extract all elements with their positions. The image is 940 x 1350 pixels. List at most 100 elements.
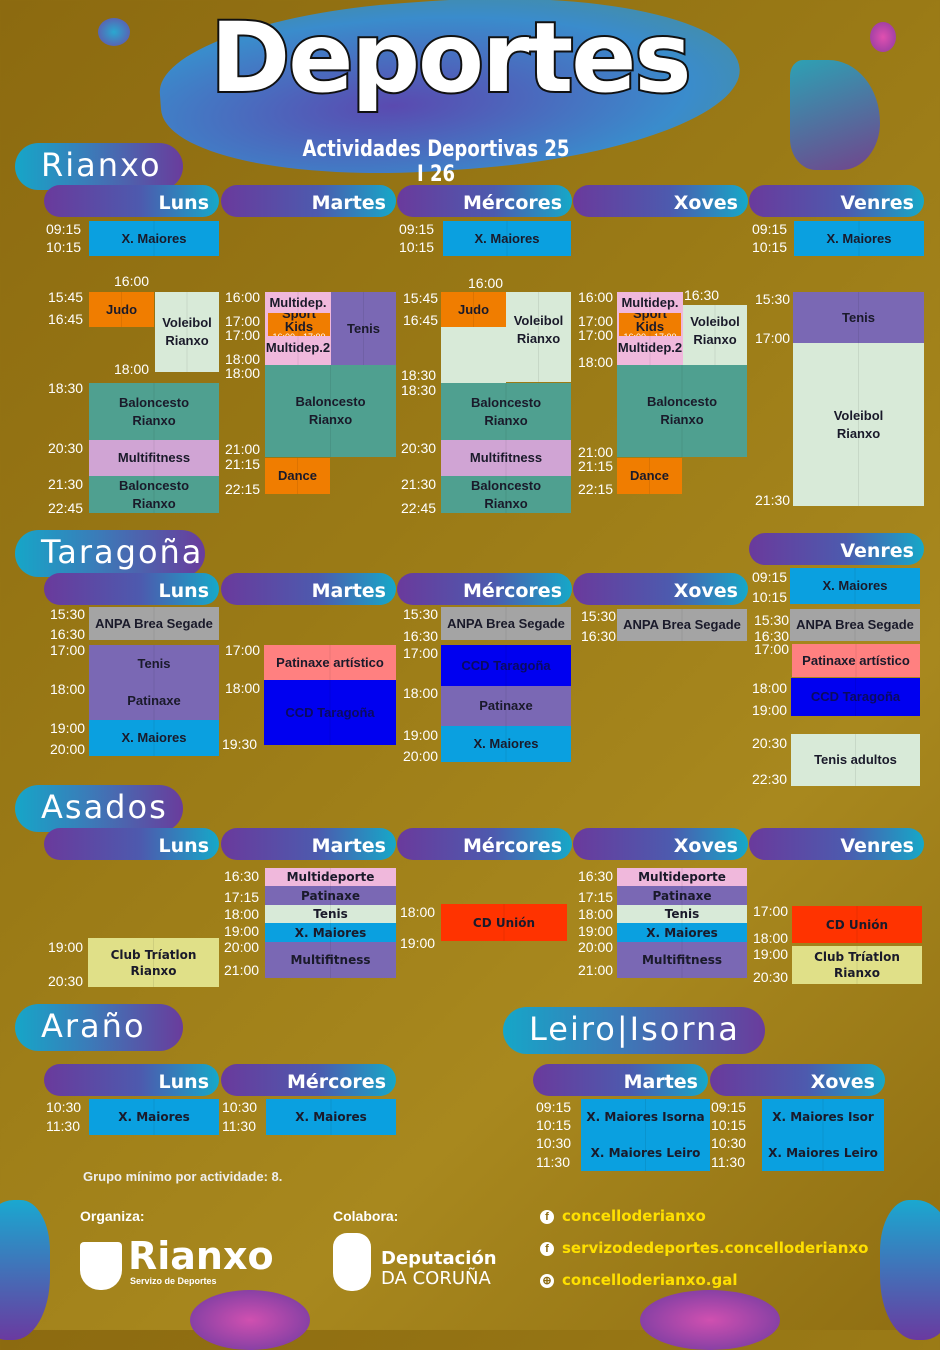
activity-block[interactable]: Baloncesto Rianxo [89, 476, 219, 513]
activity-block[interactable]: CCD Taragoña [791, 678, 920, 716]
decorative-blob [880, 1200, 940, 1340]
activity-block[interactable]: X. Maiores Isorna [581, 1099, 710, 1135]
link-website[interactable]: concelloderianxo.gal [562, 1271, 738, 1289]
activity-block[interactable]: Multifitness [441, 440, 571, 476]
time-label: 19:00 [400, 935, 436, 951]
activity-block[interactable]: Voleibol Rianxo [155, 292, 219, 372]
activity-block[interactable]: Patinaxe [89, 682, 219, 720]
activity-block[interactable]: X. Maiores Isor [762, 1099, 884, 1135]
activity-block[interactable]: Multideporte [617, 868, 747, 886]
activity-block[interactable]: X. Maiores [89, 221, 219, 256]
activity-block[interactable]: CCD Taragoña [264, 680, 396, 745]
time-label: 15:45 [403, 290, 439, 306]
link-facebook-deportes[interactable]: servizodedeportes.concelloderianxo [562, 1239, 869, 1257]
activity-block[interactable]: Club Tríatlon Rianxo [792, 946, 922, 984]
time-label: 18:00 [114, 361, 150, 377]
activity-block[interactable]: Baloncesto Rianxo [441, 383, 571, 440]
activity-block[interactable]: Patinaxe artístico [264, 645, 396, 680]
activity-block[interactable]: X. Maiores [790, 568, 920, 604]
time-label: 21:00 [225, 441, 261, 457]
activity-label: X. Maiores [295, 1110, 367, 1124]
link-facebook-concello[interactable]: concelloderianxo [562, 1207, 706, 1225]
activity-label: Sport Kids [633, 313, 667, 334]
activity-block[interactable]: CD Unión [792, 906, 922, 943]
activity-block[interactable]: Club Tríatlon Rianxo [88, 938, 219, 987]
activity-block[interactable]: Judo [441, 292, 506, 327]
activity-block[interactable]: Dance [617, 458, 682, 494]
day-header: Venres [749, 828, 924, 860]
activity-block[interactable]: X. Maiores [265, 923, 396, 942]
activity-block[interactable]: X. Maiores Leiro [581, 1135, 710, 1171]
activity-block[interactable]: Sport Kids16:00 - 17:00 [268, 313, 330, 336]
activity-block[interactable]: Baloncesto Rianxo [89, 383, 219, 440]
activity-label: Dance [629, 468, 670, 483]
activity-block[interactable]: Tenis adultos [791, 734, 920, 786]
activity-label: Tenis [664, 907, 700, 921]
activity-block[interactable]: ANPA Brea Segade [617, 609, 747, 641]
activity-label: Multideporte [638, 870, 726, 884]
activity-block[interactable]: Dance [265, 458, 330, 494]
time-label: 20:30 [48, 973, 84, 989]
activity-label: Voleibol Rianxo [833, 407, 884, 441]
activity-label: X. Maiores [118, 1110, 190, 1124]
activity-block[interactable]: Multidep. 1 [617, 292, 683, 312]
time-label: 10:15 [536, 1117, 572, 1133]
activity-block[interactable]: Tenis [89, 645, 219, 682]
time-label: 19:00 [50, 720, 86, 736]
activity-label: CCD Taragoña [285, 704, 375, 720]
activity-block[interactable]: Tenis [617, 905, 747, 923]
activity-block[interactable]: X. Maiores [89, 720, 219, 756]
activity-label: Baloncesto Rianxo [118, 394, 190, 428]
activity-block[interactable]: X. Maiores Leiro [762, 1135, 884, 1171]
time-label: 20:30 [752, 735, 788, 751]
collaborator-line1: Deputación [381, 1248, 497, 1269]
time-label: 19:00 [48, 939, 84, 955]
activity-block[interactable]: Tenis [265, 905, 396, 923]
activity-block[interactable]: Sport Kids16:00 - 17:00 [619, 313, 681, 336]
activity-block[interactable]: Patinaxe [265, 886, 396, 905]
time-label: 19:30 [222, 736, 258, 752]
activity-block[interactable]: Baloncesto Rianxo [617, 365, 747, 457]
day-header: Luns [44, 1064, 219, 1096]
activity-block[interactable]: X. Maiores [443, 221, 571, 256]
activity-block[interactable]: Multifitness [265, 942, 396, 978]
activity-block[interactable]: ANPA Brea Segade [441, 607, 571, 640]
min-group-note: Grupo mínimo por actividade: 8. [83, 1169, 283, 1184]
activity-block[interactable]: Multifitness [89, 440, 219, 476]
activity-block[interactable]: Voleibol Rianxo [793, 343, 924, 506]
activity-block[interactable]: Multidep. 1 [265, 292, 331, 312]
activity-block[interactable]: X. Maiores [441, 726, 571, 762]
activity-label: ANPA Brea Segade [623, 617, 741, 632]
activity-block[interactable]: Patinaxe [617, 886, 747, 905]
activity-block[interactable]: ANPA Brea Segade [89, 607, 219, 640]
activity-label: Patinaxe [127, 693, 181, 708]
activity-block[interactable]: Baloncesto Rianxo [265, 365, 396, 457]
activity-block[interactable]: Patinaxe artístico [792, 644, 920, 677]
activity-block[interactable]: Multifitness [617, 942, 747, 978]
time-label: 15:30 [403, 606, 439, 622]
time-label: 10:15 [752, 239, 788, 255]
time-label: 17:15 [224, 889, 260, 905]
day-header: Mércores [397, 185, 572, 217]
activity-block[interactable]: Tenis [331, 292, 396, 365]
time-label: 18:00 [400, 904, 436, 920]
activity-block[interactable]: Judo [89, 292, 154, 327]
activity-label: Patinaxe [652, 888, 712, 903]
time-label: 16:45 [48, 311, 84, 327]
activity-block[interactable]: X. Maiores [617, 923, 747, 942]
activity-block[interactable]: ANPA Brea Segade [790, 609, 920, 641]
activity-block[interactable]: Tenis [793, 292, 924, 343]
activity-block[interactable]: X. Maiores [266, 1099, 396, 1135]
time-label: 21:15 [225, 456, 261, 472]
activity-block[interactable]: Voleibol Rianxo [506, 292, 571, 382]
activity-block[interactable]: Patinaxe [441, 686, 571, 726]
activity-label: X. Maiores [474, 230, 540, 246]
activity-block[interactable]: Baloncesto Rianxo [441, 476, 571, 513]
activity-block[interactable]: CD Unión [441, 904, 567, 941]
section-label-asados: Asados [15, 785, 183, 832]
activity-block[interactable]: X. Maiores [794, 221, 924, 256]
activity-block[interactable]: CCD Taragoña [441, 645, 571, 686]
activity-block[interactable]: X. Maiores [89, 1099, 219, 1135]
activity-block[interactable]: Multideporte [265, 868, 396, 886]
time-label: 09:15 [752, 569, 788, 585]
